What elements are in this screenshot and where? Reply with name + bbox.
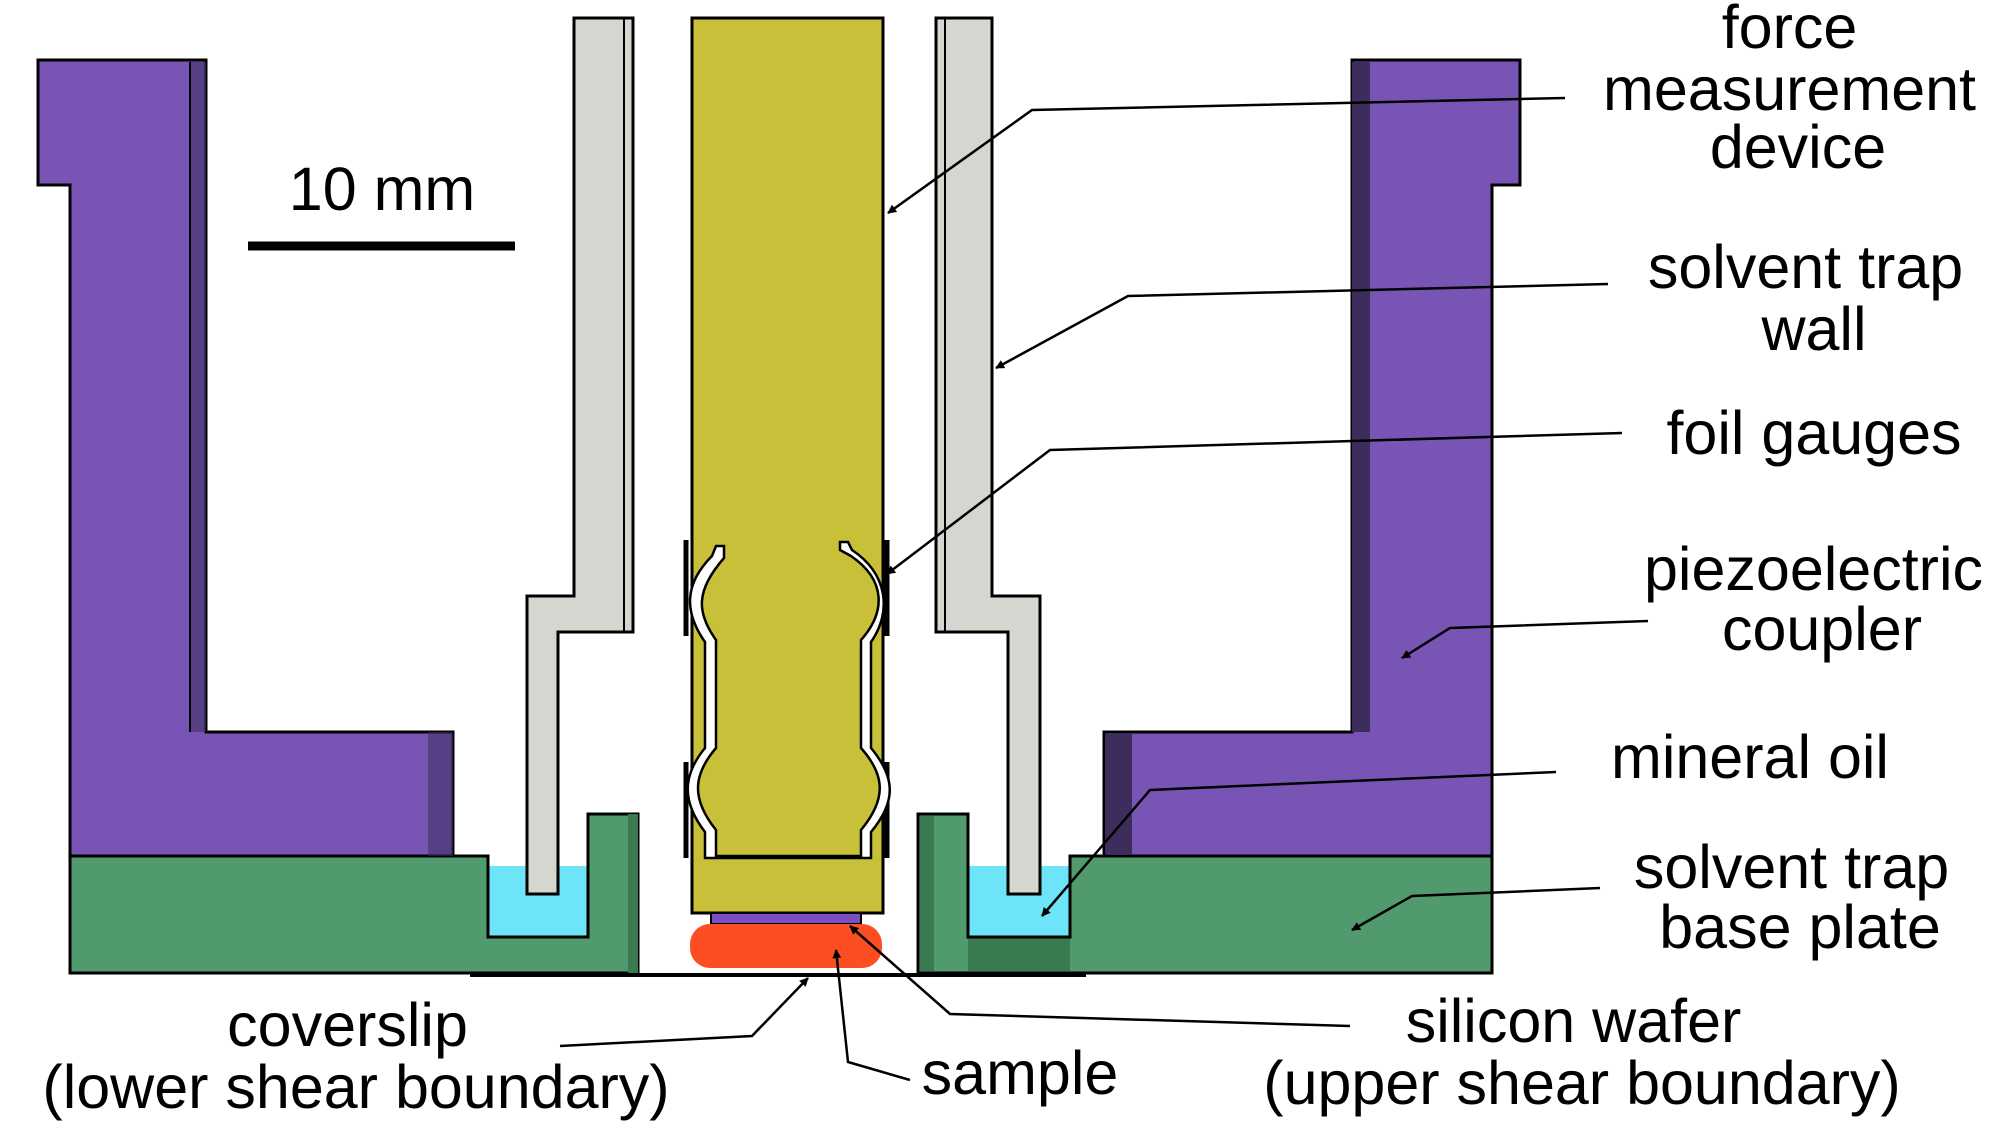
- label-silicon-wafer: silicon wafer (upper shear boundary): [1263, 987, 1901, 1117]
- leader-base-plate: [1351, 886, 1601, 932]
- label-force-measurement-device: force measurement device: [1603, 0, 1993, 181]
- label-solvent-trap-wall: solvent trap wall: [1648, 233, 1980, 363]
- leader-piezo: [1401, 619, 1649, 660]
- leader-mineral-oil: [1041, 770, 1557, 917]
- silicon-wafer: [710, 912, 862, 925]
- base-plate-left-edge: [628, 814, 638, 973]
- label-mineral-oil: mineral oil: [1611, 723, 1889, 791]
- leader-foil-gauges: [886, 431, 1623, 575]
- leader-sample: [832, 949, 911, 1082]
- force-measurement-device: [690, 16, 885, 915]
- foil-gauge-slot: [686, 540, 891, 860]
- sample: [690, 924, 882, 968]
- label-solvent-trap-base-plate: solvent trap base plate: [1634, 833, 1966, 961]
- label-foil-gauges: foil gauges: [1666, 399, 1961, 467]
- label-piezoelectric-coupler: piezoelectric coupler: [1644, 535, 2000, 663]
- leader-coverslip: [559, 977, 809, 1048]
- base-plate-right-inner2: [968, 937, 1070, 971]
- piezo-coupler-right-shadow: [1352, 62, 1370, 732]
- leader-force-device: [887, 96, 1566, 215]
- label-coverslip: coverslip (lower shear boundary): [42, 991, 669, 1121]
- piezo-coupler-left-shadow: [190, 62, 206, 732]
- piezo-coupler-right: [1102, 58, 1522, 858]
- scale-bar-label: 10 mm: [289, 155, 475, 223]
- base-plate-right-inner: [920, 816, 934, 971]
- leader-trap-wall: [995, 282, 1609, 370]
- solvent-trap-wall-left: [525, 16, 635, 896]
- leader-silicon-wafer: [849, 925, 1351, 1028]
- label-sample: sample: [922, 1039, 1119, 1107]
- solvent-trap-wall-right: [934, 16, 1042, 896]
